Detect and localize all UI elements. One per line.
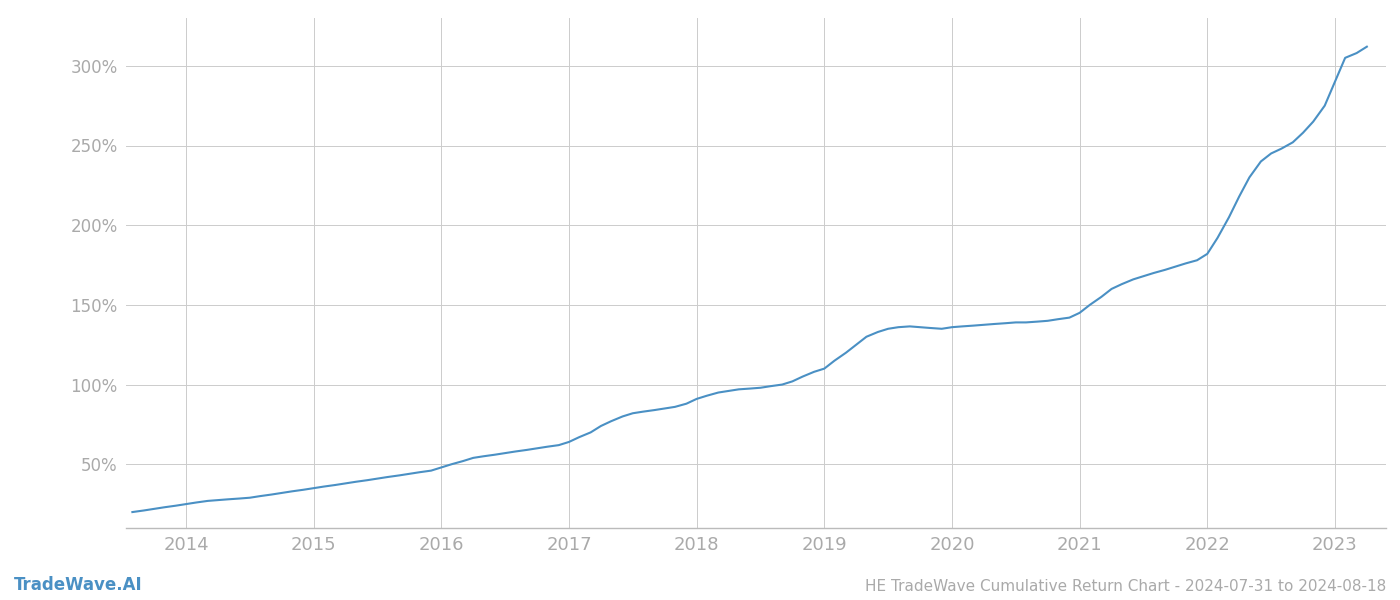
Text: HE TradeWave Cumulative Return Chart - 2024-07-31 to 2024-08-18: HE TradeWave Cumulative Return Chart - 2… xyxy=(865,579,1386,594)
Text: TradeWave.AI: TradeWave.AI xyxy=(14,576,143,594)
